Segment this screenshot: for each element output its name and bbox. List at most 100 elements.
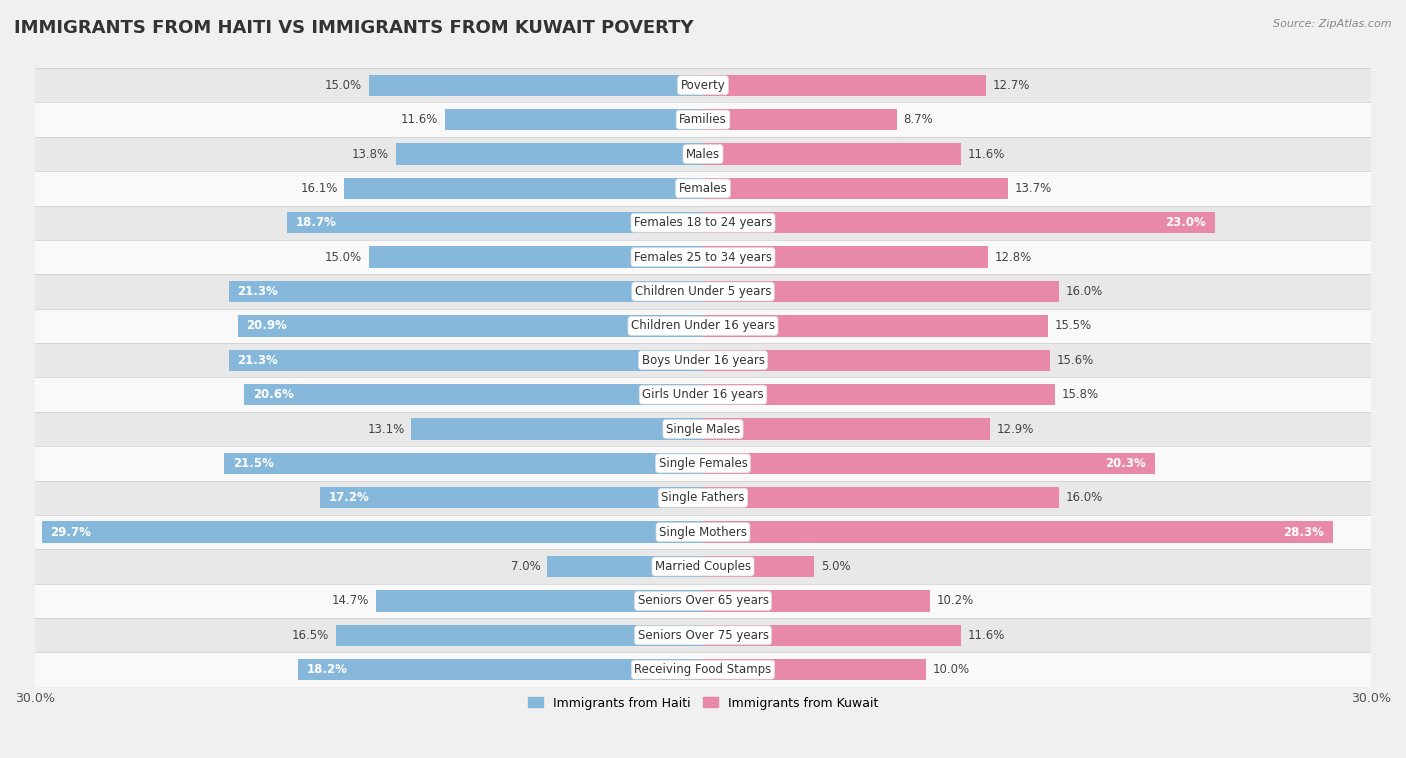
Text: 15.5%: 15.5% <box>1054 319 1092 332</box>
Text: 11.6%: 11.6% <box>967 629 1005 642</box>
Bar <box>412 418 703 440</box>
Bar <box>336 625 703 646</box>
Bar <box>35 377 1371 412</box>
Text: Single Males: Single Males <box>666 422 740 436</box>
Text: 16.0%: 16.0% <box>1066 285 1104 298</box>
Bar <box>703 74 986 96</box>
Text: Single Mothers: Single Mothers <box>659 525 747 539</box>
Bar <box>375 590 703 612</box>
Text: 20.6%: 20.6% <box>253 388 294 401</box>
Bar <box>703 453 1156 474</box>
Bar <box>35 68 1371 102</box>
Text: 15.0%: 15.0% <box>325 79 363 92</box>
Bar <box>229 281 703 302</box>
Text: 23.0%: 23.0% <box>1166 216 1206 229</box>
Bar <box>42 522 703 543</box>
Text: 15.8%: 15.8% <box>1062 388 1098 401</box>
Bar <box>703 281 1059 302</box>
Text: Children Under 5 years: Children Under 5 years <box>634 285 772 298</box>
Text: 7.0%: 7.0% <box>510 560 540 573</box>
Bar <box>245 384 703 406</box>
Text: 16.5%: 16.5% <box>291 629 329 642</box>
Text: 28.3%: 28.3% <box>1284 525 1324 539</box>
Bar <box>703 143 962 164</box>
Bar <box>35 550 1371 584</box>
Text: 15.6%: 15.6% <box>1057 354 1094 367</box>
Text: 12.9%: 12.9% <box>997 422 1035 436</box>
Text: 20.9%: 20.9% <box>246 319 287 332</box>
Text: 11.6%: 11.6% <box>967 148 1005 161</box>
Bar <box>344 177 703 199</box>
Text: Seniors Over 75 years: Seniors Over 75 years <box>637 629 769 642</box>
Legend: Immigrants from Haiti, Immigrants from Kuwait: Immigrants from Haiti, Immigrants from K… <box>523 691 883 715</box>
Bar <box>703 349 1050 371</box>
Text: Seniors Over 65 years: Seniors Over 65 years <box>637 594 769 607</box>
Text: 18.2%: 18.2% <box>307 663 347 676</box>
Bar <box>703 177 1008 199</box>
Text: Poverty: Poverty <box>681 79 725 92</box>
Text: IMMIGRANTS FROM HAITI VS IMMIGRANTS FROM KUWAIT POVERTY: IMMIGRANTS FROM HAITI VS IMMIGRANTS FROM… <box>14 19 693 37</box>
Text: Girls Under 16 years: Girls Under 16 years <box>643 388 763 401</box>
Bar <box>298 659 703 680</box>
Bar <box>703 590 931 612</box>
Text: 5.0%: 5.0% <box>821 560 851 573</box>
Bar <box>35 515 1371 550</box>
Text: 17.2%: 17.2% <box>329 491 370 504</box>
Bar <box>703 625 962 646</box>
Bar <box>395 143 703 164</box>
Text: Married Couples: Married Couples <box>655 560 751 573</box>
Text: 15.0%: 15.0% <box>325 251 363 264</box>
Bar <box>444 109 703 130</box>
Text: 21.5%: 21.5% <box>233 457 274 470</box>
Text: Females: Females <box>679 182 727 195</box>
Text: Females 25 to 34 years: Females 25 to 34 years <box>634 251 772 264</box>
Bar <box>35 240 1371 274</box>
Bar <box>35 653 1371 687</box>
Bar <box>35 205 1371 240</box>
Text: Single Fathers: Single Fathers <box>661 491 745 504</box>
Bar <box>238 315 703 337</box>
Bar <box>703 212 1215 233</box>
Text: Single Females: Single Females <box>658 457 748 470</box>
Text: 21.3%: 21.3% <box>238 354 278 367</box>
Bar <box>703 522 1333 543</box>
Bar <box>703 315 1047 337</box>
Bar <box>35 446 1371 481</box>
Text: 10.2%: 10.2% <box>936 594 974 607</box>
Bar <box>703 109 897 130</box>
Bar <box>224 453 703 474</box>
Bar <box>703 384 1054 406</box>
Bar <box>35 102 1371 136</box>
Bar <box>35 274 1371 309</box>
Bar <box>703 556 814 577</box>
Text: Source: ZipAtlas.com: Source: ZipAtlas.com <box>1274 19 1392 29</box>
Text: 13.1%: 13.1% <box>367 422 405 436</box>
Text: 11.6%: 11.6% <box>401 113 439 126</box>
Bar <box>703 246 988 268</box>
Bar <box>703 659 925 680</box>
Text: Males: Males <box>686 148 720 161</box>
Text: Families: Families <box>679 113 727 126</box>
Bar <box>703 487 1059 509</box>
Bar <box>35 412 1371 446</box>
Text: 10.0%: 10.0% <box>932 663 970 676</box>
Text: 29.7%: 29.7% <box>51 525 91 539</box>
Text: 21.3%: 21.3% <box>238 285 278 298</box>
Bar <box>35 171 1371 205</box>
Text: 13.8%: 13.8% <box>352 148 389 161</box>
Bar <box>35 343 1371 377</box>
Text: 13.7%: 13.7% <box>1015 182 1052 195</box>
Text: 12.7%: 12.7% <box>993 79 1029 92</box>
Text: 18.7%: 18.7% <box>295 216 336 229</box>
Bar <box>35 618 1371 653</box>
Text: 14.7%: 14.7% <box>332 594 368 607</box>
Text: 12.8%: 12.8% <box>994 251 1032 264</box>
Text: 16.1%: 16.1% <box>301 182 337 195</box>
Bar <box>287 212 703 233</box>
Text: Females 18 to 24 years: Females 18 to 24 years <box>634 216 772 229</box>
Bar <box>35 481 1371 515</box>
Text: 16.0%: 16.0% <box>1066 491 1104 504</box>
Bar <box>35 584 1371 618</box>
Bar <box>368 246 703 268</box>
Bar <box>321 487 703 509</box>
